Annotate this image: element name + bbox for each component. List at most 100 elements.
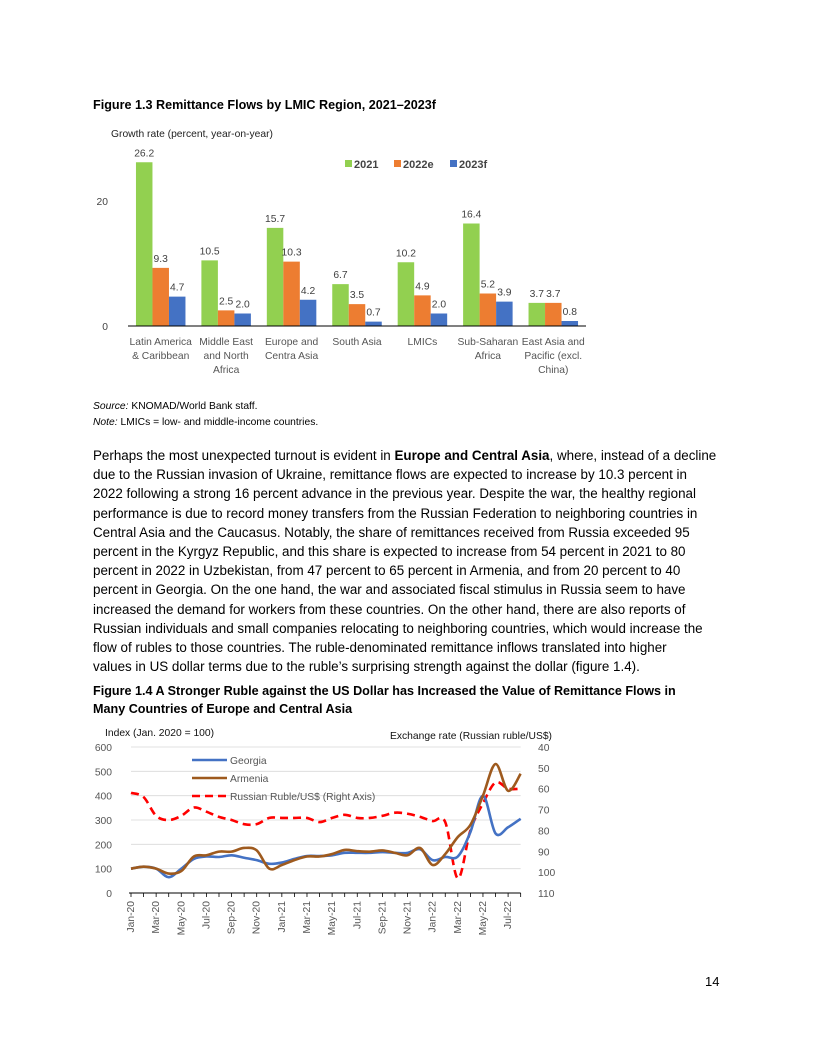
x-tick-label: Mar-21 [302, 901, 313, 934]
paragraph-line: percent in Georgia. On the one hand, the… [93, 582, 686, 598]
bar-2022e [217, 310, 235, 326]
bar-2021 [201, 260, 218, 326]
data-label: 2.5 [219, 296, 234, 307]
legend-label: 2022e [403, 159, 434, 171]
data-label: 4.2 [301, 286, 316, 297]
left-tick-label: 400 [95, 792, 112, 803]
bar-2022e [152, 267, 169, 326]
legend-swatch-2022e [394, 160, 401, 167]
bar-2022e [414, 295, 431, 326]
right-tick-label: 100 [538, 868, 555, 879]
left-tick-label: 200 [95, 840, 112, 851]
category-label: East Asia and Pacific (excl. China) [522, 337, 585, 376]
note-label: Note: [93, 417, 118, 428]
data-label: 26.2 [134, 148, 154, 159]
x-tick-label: Nov-20 [252, 901, 263, 934]
data-label: 16.4 [461, 210, 481, 221]
paragraph-line: Central Asia and the Caucasus. Notably, … [93, 524, 690, 540]
x-tick-label: Sep-21 [377, 901, 388, 934]
paragraph-line: percent in 2022 in Uzbekistan, from 47 p… [93, 563, 681, 579]
right-tick-label: 50 [538, 764, 550, 775]
x-tick-label: Jan-22 [428, 901, 439, 933]
x-tick-label: May-20 [176, 901, 187, 936]
category-label-line: South Asia [332, 337, 382, 348]
legend-label: Armenia [230, 774, 269, 785]
x-tick-label: May-22 [478, 901, 489, 936]
category-label-line: and North [204, 351, 249, 362]
y-tick-label: 0 [102, 322, 108, 333]
category-label-line: Centra Asia [265, 351, 319, 362]
x-tick-label: Jan-21 [277, 901, 288, 933]
data-label: 3.7 [530, 289, 545, 300]
figure-1-4-title-line2: Many Countries of Europe and Central Asi… [93, 702, 353, 716]
category-label: Europe and Centra Asia [265, 337, 319, 362]
category-label-line: Africa [213, 365, 240, 376]
category-label-line: Africa [475, 351, 502, 362]
category-label: Latin America & Caribbean [130, 337, 193, 362]
category-label: South Asia [332, 337, 382, 348]
paragraph-line: due to the Russian invasion of Ukraine, … [93, 467, 687, 483]
legend-label: 2021 [354, 159, 378, 171]
data-label: 15.7 [265, 214, 285, 225]
data-label: 10.2 [396, 248, 416, 259]
bar-2022e [283, 261, 300, 326]
data-label: 2.0 [432, 300, 447, 311]
category-label-line: East Asia and [522, 337, 585, 348]
bar-2022e [545, 302, 562, 326]
left-tick-label: 600 [95, 743, 112, 754]
left-axis-label: Index (Jan. 2020 = 100) [105, 728, 214, 739]
bar-2022e [479, 293, 497, 326]
series-line-georgia [130, 794, 522, 879]
bar-2023f [430, 313, 448, 326]
data-label: 6.7 [333, 270, 348, 281]
data-label: 3.9 [497, 288, 512, 299]
data-label: 4.9 [415, 281, 430, 292]
bar-2021 [332, 284, 349, 326]
x-tick-label: Mar-22 [453, 901, 464, 934]
data-label: 10.5 [200, 246, 220, 257]
paragraph-line: Russian individuals and small companies … [93, 620, 703, 636]
x-tick-label: Mar-20 [151, 901, 162, 934]
x-tick-label: Sep-20 [227, 901, 238, 934]
x-tick-label: Nov-21 [403, 901, 414, 934]
data-label: 3.5 [350, 290, 365, 301]
figure-source: Source: KNOMAD/World Bank staff. [93, 401, 257, 412]
x-tick-label: May-21 [327, 901, 338, 936]
data-label: 4.7 [170, 283, 185, 294]
source-label: Source: [93, 401, 129, 412]
right-tick-label: 110 [538, 889, 555, 900]
data-label: 0.8 [563, 307, 578, 318]
legend-swatch-2021 [345, 160, 352, 167]
category-label-line: Latin America [130, 337, 193, 348]
data-label: 10.3 [282, 248, 302, 259]
y-axis-label: Growth rate (percent, year-on-year) [111, 129, 273, 140]
series-line-armenia [130, 762, 522, 876]
note-text: LMICs = low- and middle-income countries… [117, 417, 319, 428]
y-tick-label: 20 [97, 197, 109, 208]
bar-2023f [365, 321, 382, 326]
legend-label: 2023f [459, 159, 487, 171]
category-label: LMICs [408, 337, 438, 348]
legend-swatch-2023f [450, 160, 457, 167]
bar-2021 [463, 223, 480, 326]
bold-region-name: Europe and Central Asia [394, 448, 550, 463]
paragraph-line: performance is due to record money trans… [93, 505, 698, 521]
page-number: 14 [705, 974, 720, 989]
right-tick-label: 40 [538, 743, 550, 754]
right-tick-label: 80 [538, 826, 550, 837]
category-label-line: LMICs [408, 337, 438, 348]
category-label: Middle East and North Africa [199, 337, 253, 376]
series-line-russian [130, 780, 521, 880]
legend-label: Georgia [230, 756, 267, 767]
text-run: , where, instead of a decline [549, 448, 717, 463]
category-label: Sub-Saharan Africa [458, 337, 519, 362]
category-label-line: Pacific (excl. [524, 351, 582, 362]
bar-chart-remittance-growth: Growth rate (percent, year-on-year) 0 20 26… [97, 129, 586, 376]
data-label: 9.3 [154, 254, 169, 265]
legend-label: Russian Ruble/US$ (Right Axis) [230, 792, 375, 803]
data-label: 2.0 [235, 300, 250, 311]
source-text: KNOMAD/World Bank staff. [128, 401, 258, 412]
data-label: 0.7 [366, 308, 381, 319]
left-tick-label: 300 [95, 816, 112, 827]
